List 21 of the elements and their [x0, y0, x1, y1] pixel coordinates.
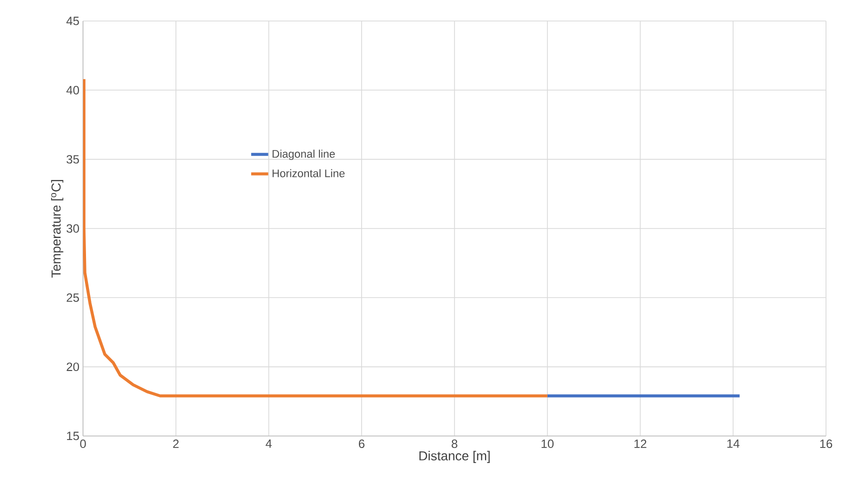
x-tick-label: 14: [727, 440, 740, 448]
x-tick-label: 4: [266, 440, 272, 448]
y-tick-label: 30: [66, 224, 80, 233]
x-tick-label: 12: [634, 440, 646, 448]
y-tick-label: 25: [66, 293, 79, 302]
x-tick-label: 0: [80, 440, 86, 448]
x-tick-label: 6: [358, 440, 364, 448]
legend-label: Horizontal Line: [272, 169, 345, 178]
y-tick-label: 40: [66, 86, 80, 94]
x-tick-label: 16: [820, 440, 832, 448]
x-axis-title: Distance [m]: [419, 450, 490, 463]
y-tick-label: 15: [67, 432, 79, 440]
y-tick-label: 45: [66, 16, 79, 26]
y-axis-title: Temperature [$^{o}$C]: [51, 180, 64, 278]
x-tick-label: 10: [542, 440, 554, 448]
x-tick-label: 2: [173, 440, 179, 448]
y-tick-label: 35: [66, 155, 79, 164]
legend-label: Diagonal line: [272, 150, 335, 160]
y-tick-label: 20: [66, 362, 80, 372]
x-tick-label: 8: [452, 440, 458, 448]
line-series: [83, 78, 549, 398]
